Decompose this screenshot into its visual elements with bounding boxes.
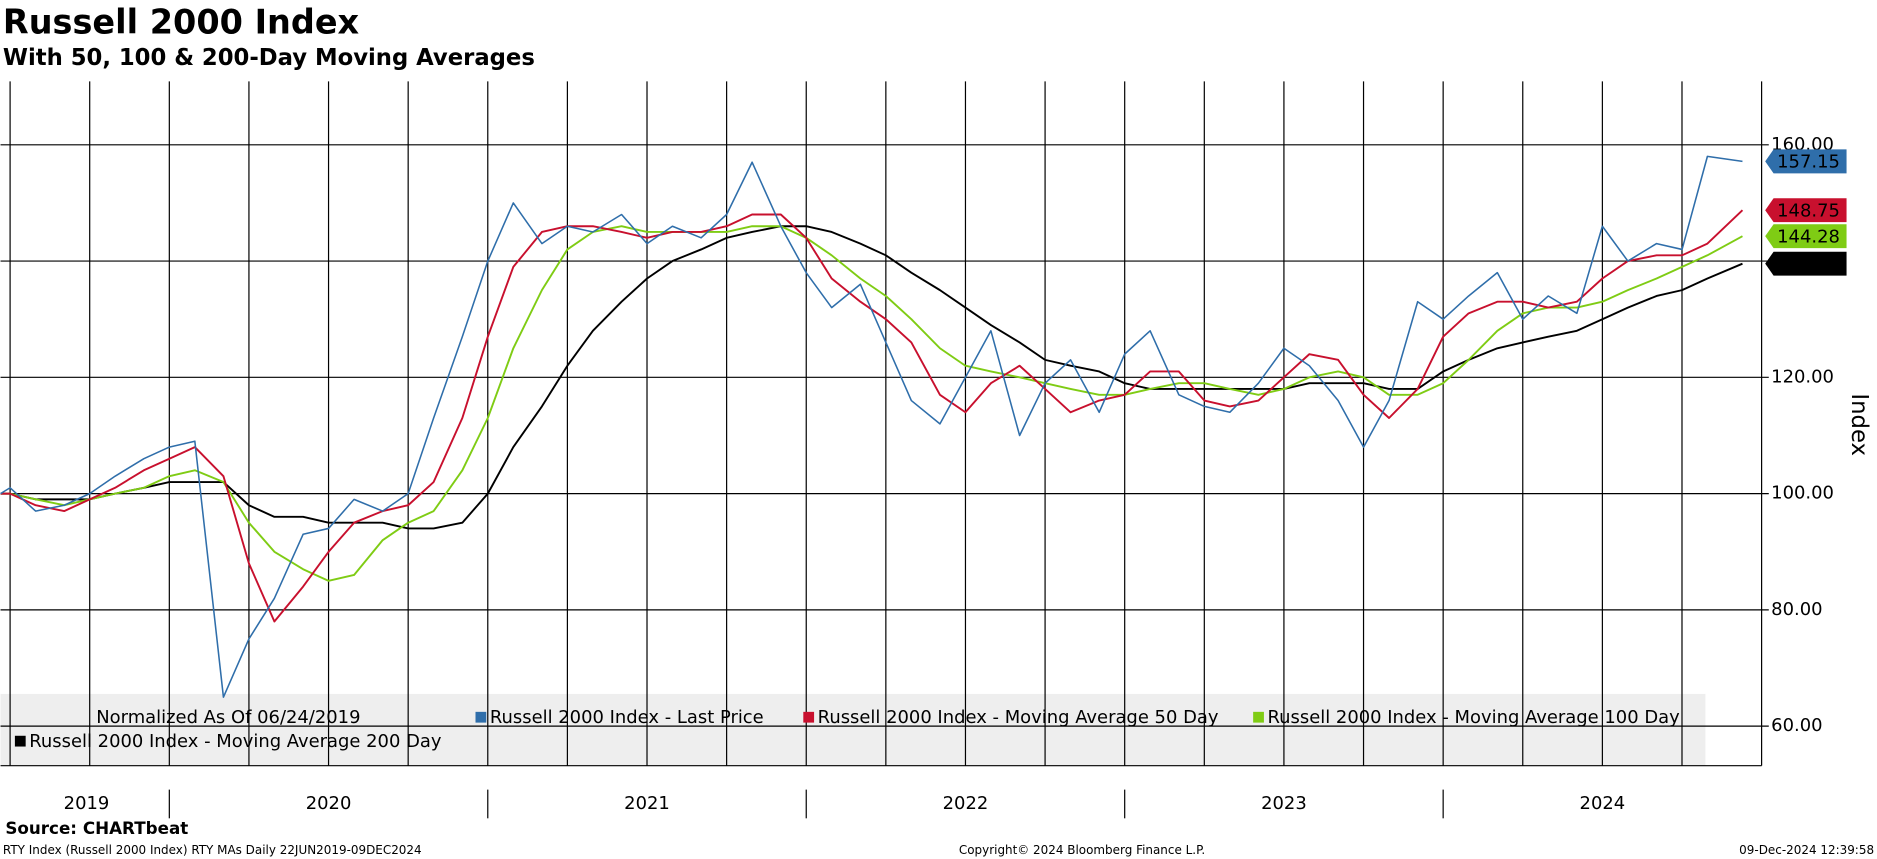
x-tick-label: 2019 xyxy=(64,793,110,814)
series-line xyxy=(0,225,1743,582)
value-label-box xyxy=(1765,251,1847,276)
value-label-box xyxy=(1765,224,1847,249)
source: Source: CHARTbeat xyxy=(5,818,188,838)
x-tick-label: 2024 xyxy=(1580,793,1626,814)
series-line xyxy=(0,225,1743,530)
chart-subtitle: With 50, 100 & 200-Day Moving Averages xyxy=(3,45,535,71)
series-line xyxy=(0,155,1743,698)
footer-left: RTY Index (Russell 2000 Index) RTY MAs D… xyxy=(3,843,422,857)
x-tick-label: 2022 xyxy=(943,793,989,814)
series-line xyxy=(0,209,1744,623)
value-label: 157.15 xyxy=(1777,152,1840,173)
y-tick-label: 60.00 xyxy=(1771,715,1822,736)
legend-label: Russell 2000 Index - Moving Average 100 … xyxy=(1268,707,1681,728)
x-tick-label: 2023 xyxy=(1261,793,1307,814)
y-tick-label: 120.00 xyxy=(1771,366,1834,387)
y-axis-title: Index xyxy=(1846,393,1872,456)
x-tick-label: 2020 xyxy=(306,793,352,814)
value-label-box xyxy=(1765,198,1847,223)
footer-center: Copyright© 2024 Bloomberg Finance L.P. xyxy=(959,843,1205,857)
legend-swatch xyxy=(1253,711,1264,723)
legend-swatch xyxy=(803,711,815,723)
value-label: 148.75 xyxy=(1777,200,1840,221)
legend-label: Russell 2000 Index - Last Price xyxy=(490,707,764,728)
value-label: 144.28 xyxy=(1777,226,1840,247)
legend-label: Russell 2000 Index - Moving Average 50 D… xyxy=(818,707,1219,728)
value-label: 139.55 xyxy=(1777,254,1840,275)
legend-background xyxy=(0,693,1706,766)
legend-note: Normalized As Of 06/24/2019 xyxy=(96,707,360,728)
legend-swatch xyxy=(475,711,487,723)
y-tick-label: 80.00 xyxy=(1771,599,1822,620)
x-tick-label: 2021 xyxy=(624,793,670,814)
chart-title: Russell 2000 Index xyxy=(3,2,360,41)
value-label-box xyxy=(1765,149,1847,174)
y-tick-label: 100.00 xyxy=(1771,483,1834,504)
legend-label: Russell 2000 Index - Moving Average 200 … xyxy=(29,731,442,752)
footer-right: 09-Dec-2024 12:39:58 xyxy=(1739,843,1874,857)
legend-swatch xyxy=(14,735,26,747)
